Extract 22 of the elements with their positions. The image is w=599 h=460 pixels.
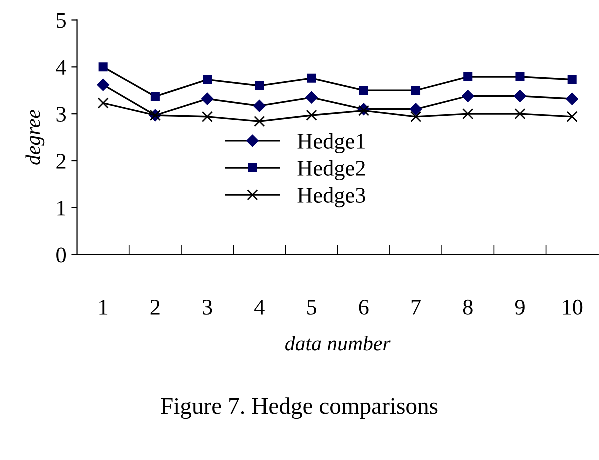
x-tick-label: 4: [254, 300, 265, 315]
x-tick-label: 10: [563, 300, 583, 315]
y-tick-label: 1: [58, 200, 66, 216]
x-tick-label: 3: [203, 300, 212, 315]
x-tick-label: 2: [150, 300, 160, 315]
y-tick-label: 4: [56, 60, 67, 75]
x-tick-label: 8: [463, 300, 473, 315]
legend-label: Hedge3: [298, 187, 366, 208]
x-tick-label: 5: [308, 300, 316, 315]
x-axis-title: data number: [286, 336, 391, 351]
x-tick-label: 1: [100, 300, 108, 315]
y-tick-label: 3: [56, 107, 66, 122]
legend-label: Hedge1: [298, 133, 365, 154]
x-tick-label: 6: [359, 300, 369, 315]
y-tick-label: 0: [56, 248, 66, 263]
text: Figure 7. Hedge comparisons: [161, 398, 438, 420]
y-tick-label: 2: [56, 154, 66, 169]
legend-label: Hedge2: [298, 160, 366, 181]
x-tick-label: 9: [515, 300, 525, 315]
y-tick-label: 5: [57, 13, 66, 28]
y-axis-title: degree: [26, 110, 45, 165]
x-tick-label: 7: [412, 300, 421, 315]
